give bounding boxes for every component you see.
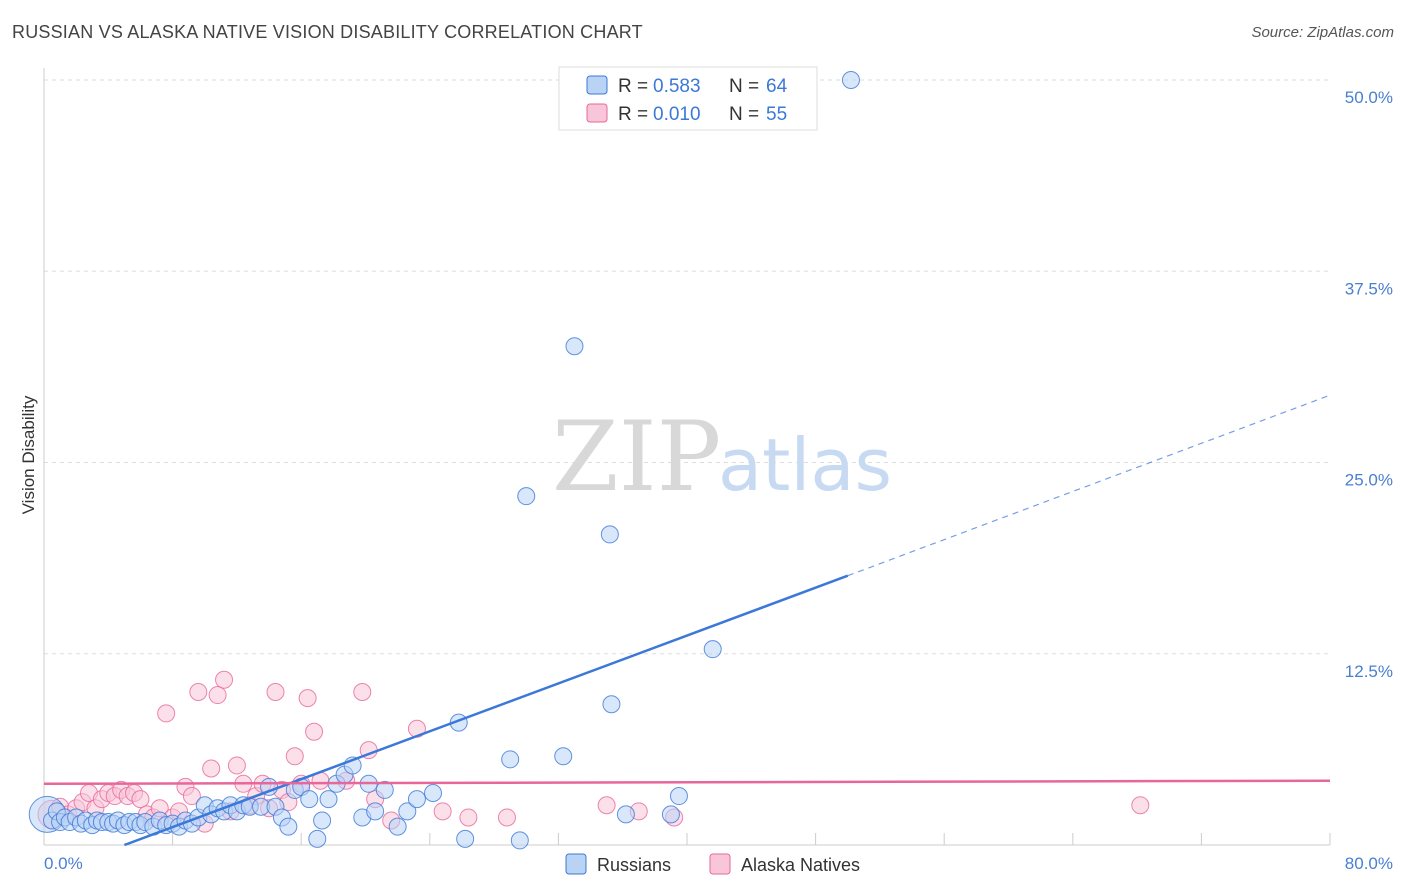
legend-n-value-alaska: 55: [766, 104, 787, 125]
alaska-natives-point: [353, 683, 372, 701]
alaska-natives-point: [215, 670, 234, 689]
russians-point: [510, 831, 529, 850]
russians-point: [279, 817, 298, 836]
alaska-natives-point: [227, 756, 246, 775]
russians-trend-extension: [847, 394, 1331, 577]
x-tick-max: 80.0%: [1345, 854, 1393, 873]
alaska-natives-point: [131, 790, 150, 809]
grid-layer: [44, 79, 1330, 655]
russians-point: [565, 337, 584, 356]
alaska-natives-point: [182, 787, 201, 806]
alaska-natives-point: [208, 686, 227, 705]
bottom-legend: Russians Alaska Natives: [565, 853, 860, 875]
bottom-legend-russians: Russians: [597, 855, 671, 875]
russians-point: [703, 640, 722, 659]
legend-r-value-russians: 0.583: [653, 76, 701, 97]
y-tick-label: 12.5%: [1345, 662, 1393, 681]
russians-point: [398, 802, 417, 821]
russians-point: [517, 487, 536, 506]
alaska-natives-point: [202, 759, 221, 778]
russians-point: [600, 525, 619, 544]
russians-point: [616, 805, 635, 824]
russians-point: [841, 71, 860, 89]
alaska-natives-trend-line: [43, 779, 1331, 786]
alaska-natives-point: [189, 683, 208, 701]
russians-point: [456, 829, 475, 848]
russians-point: [308, 829, 327, 848]
russians-point: [501, 750, 520, 769]
y-tick-label: 37.5%: [1345, 279, 1393, 298]
legend-n-label-russians: N =: [729, 76, 759, 97]
russians-trend-line: [123, 574, 849, 847]
y-tick-label: 50.0%: [1345, 88, 1393, 107]
legend-swatch-alaska: [586, 103, 608, 123]
watermark-zip: ZIP: [552, 401, 721, 513]
alaska-natives-point: [497, 808, 516, 827]
legend-r-label-alaska: R =: [618, 104, 648, 125]
russians-point: [424, 783, 443, 802]
alaska-natives-point: [459, 808, 478, 827]
legend-n-value-russians: 64: [766, 76, 788, 97]
alaska-natives-point: [305, 722, 324, 741]
x-tick-min: 0.0%: [44, 854, 83, 873]
alaska-natives-point: [266, 683, 285, 701]
bottom-legend-alaska: Alaska Natives: [741, 855, 860, 875]
russians-point: [313, 811, 332, 830]
chart-title: RUSSIAN VS ALASKA NATIVE VISION DISABILI…: [12, 22, 643, 42]
russians-point: [602, 695, 621, 714]
watermark-atlas: atlas: [718, 423, 892, 507]
source-credit: Source: ZipAtlas.com: [1251, 24, 1394, 41]
russians-point: [375, 780, 394, 799]
legend-r-label-russians: R =: [618, 76, 648, 97]
alaska-natives-point: [298, 689, 317, 708]
legend-swatch-russians: [586, 75, 608, 95]
bottom-legend-swatch-russians: [565, 853, 587, 875]
bottom-legend-swatch-alaska: [709, 853, 731, 875]
y-tick-label: 25.0%: [1345, 471, 1393, 490]
alaska-natives-point: [597, 796, 616, 815]
alaska-natives-point: [1131, 796, 1150, 815]
russians-point: [300, 790, 319, 809]
alaska-natives-point: [157, 704, 176, 723]
russians-point: [366, 802, 385, 821]
y-tick-labels: 12.5% 25.0% 37.5% 50.0%: [1345, 88, 1393, 681]
russians-point: [407, 790, 426, 809]
axes-layer: [43, 68, 1331, 846]
alaska-natives-point: [285, 747, 304, 766]
y-axis-label: Vision Disability: [19, 395, 38, 514]
russians-point: [661, 805, 680, 824]
alaska-natives-point: [433, 802, 452, 821]
russians-point: [388, 817, 407, 836]
legend-n-label-alaska: N =: [729, 104, 759, 125]
russians-point: [669, 787, 688, 806]
russians-point: [319, 790, 338, 809]
russians-point: [554, 747, 573, 766]
legend-r-value-alaska: 0.010: [653, 104, 701, 125]
top-legend: R = 0.583 N = 64 R = 0.010 N = 55: [558, 66, 818, 131]
trend-lines: [43, 394, 1331, 847]
